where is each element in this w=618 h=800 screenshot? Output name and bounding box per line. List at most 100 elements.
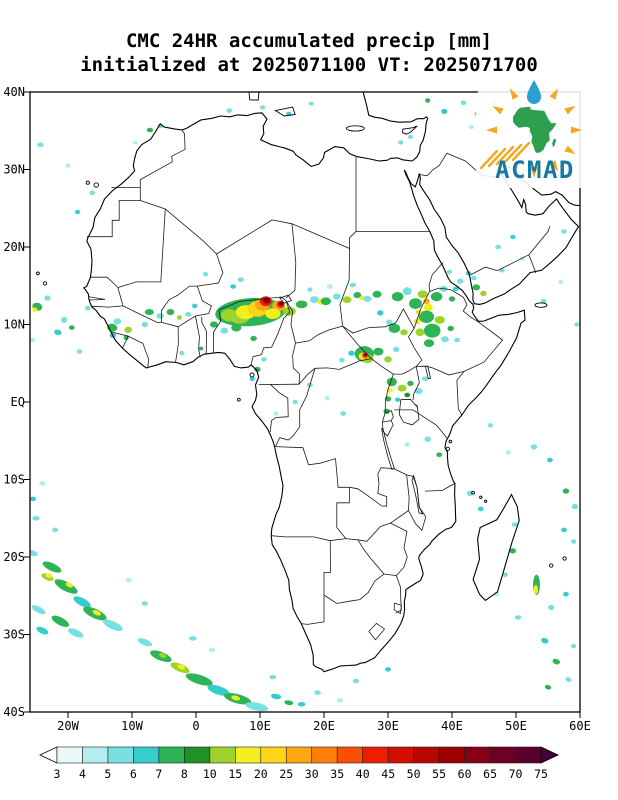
precip-cell (407, 380, 414, 387)
precip-cell (460, 100, 467, 106)
precip-cell (477, 506, 484, 512)
precip-cell (395, 397, 401, 403)
chart-subtitle: initialized at 2025071100 VT: 2025071700 (80, 54, 538, 76)
precip-cell (511, 522, 518, 527)
precip-cell (404, 442, 410, 447)
precip-cell (123, 335, 129, 341)
lon-tick-label: 0 (192, 719, 199, 733)
sun-ray-icon (492, 106, 504, 115)
precip-cell (547, 457, 553, 463)
lake-outline (381, 427, 395, 470)
country-border (323, 573, 385, 604)
country-border (371, 358, 417, 375)
country-border (395, 575, 402, 614)
colorbar-segment (158, 746, 185, 764)
precip-cell (45, 573, 52, 579)
precip-cell (326, 284, 333, 289)
precip-cell (203, 271, 209, 277)
precip-cell (495, 244, 501, 250)
precip-cell (75, 209, 81, 215)
precip-cell (245, 702, 269, 712)
island-coastline (402, 125, 418, 135)
precip-cell (324, 395, 330, 401)
precip-cell (125, 578, 132, 583)
country-border (323, 540, 331, 622)
colorbar-segment (489, 746, 516, 764)
country-border (218, 296, 287, 311)
precip-cell (231, 323, 242, 332)
small-island (85, 180, 90, 185)
sun-ray-icon (549, 160, 558, 172)
hatch-lines-icon (495, 145, 515, 166)
country-border (412, 366, 420, 401)
lon-tick-label: 10W (121, 719, 143, 733)
precip-cell (571, 643, 577, 649)
country-border (88, 296, 106, 301)
country-border (301, 621, 325, 625)
sun-ray-icon (549, 88, 558, 100)
precip-cell (447, 325, 454, 332)
precip-cell (156, 313, 164, 319)
country-border (117, 208, 166, 288)
country-border (161, 253, 224, 323)
country-border (275, 368, 316, 447)
sun-ray-icon (571, 126, 582, 134)
precip-cell (441, 108, 448, 115)
colorbar-tick-label: 55 (432, 767, 446, 781)
precip-cell (76, 349, 83, 354)
country-border (349, 467, 394, 507)
precip-cell (385, 667, 391, 672)
precip-cell (113, 318, 122, 325)
precip-cell (561, 229, 567, 234)
precip-cell (430, 292, 443, 302)
country-border (416, 365, 465, 376)
precip-cell (231, 695, 241, 701)
country-border (110, 331, 144, 344)
socotra-island (534, 302, 548, 308)
precip-cell (265, 308, 281, 319)
country-border (470, 254, 529, 276)
country-border (464, 316, 504, 372)
colorbar-tick-label: 70 (509, 767, 523, 781)
country-border (384, 373, 394, 413)
precip-cell (340, 411, 347, 416)
colorbar-tick-label: 75 (534, 767, 548, 781)
country-border (212, 309, 222, 353)
precip-cell (434, 316, 445, 324)
lon-tick-label: 60E (569, 719, 591, 733)
small-island (237, 397, 241, 402)
country-border (528, 254, 537, 274)
sun-ray-icon (530, 167, 538, 178)
precip-cell (470, 275, 477, 281)
precip-cell (32, 307, 38, 313)
sun-ray-icon (564, 106, 576, 115)
precip-cell (68, 325, 75, 330)
country-border (216, 219, 273, 255)
lat-tick-label: EQ (11, 395, 25, 409)
country-border (393, 602, 402, 615)
precip-cell (65, 582, 73, 588)
precip-cell (185, 312, 192, 317)
lon-tick-label: 30E (377, 719, 399, 733)
precip-cell (349, 282, 356, 288)
precip-cell (373, 347, 384, 356)
precip-cell (198, 346, 204, 351)
hatch-lines-icon (503, 143, 523, 164)
precip-cell (141, 321, 148, 328)
precip-cell (574, 322, 580, 327)
precip-cell (533, 584, 538, 595)
precip-cell (220, 327, 228, 334)
precip-cell (30, 550, 38, 557)
colorbar-tick-label: 45 (381, 767, 395, 781)
country-border (250, 300, 291, 365)
precip-cell (144, 309, 154, 316)
precip-cell (314, 690, 321, 695)
precip-cell (514, 615, 522, 620)
precip-cell (487, 423, 493, 428)
country-border (339, 231, 357, 327)
colorbar-segment (515, 746, 542, 764)
lat-tick-label: 40N (3, 85, 25, 99)
precip-cell (333, 293, 341, 300)
